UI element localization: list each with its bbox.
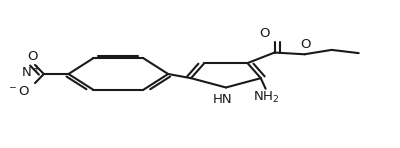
Text: N$^+$: N$^+$	[21, 65, 41, 80]
Text: O: O	[300, 38, 310, 51]
Text: HN: HN	[213, 93, 232, 106]
Text: NH$_2$: NH$_2$	[253, 90, 280, 105]
Text: O: O	[259, 27, 270, 40]
Text: $^-$O: $^-$O	[8, 85, 31, 98]
Text: O: O	[27, 50, 38, 63]
